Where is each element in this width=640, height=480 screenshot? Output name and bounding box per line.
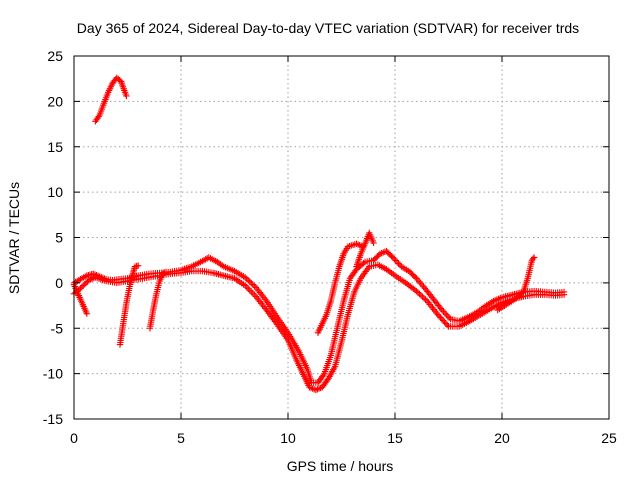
axis-ticks: 0 5 10 15 20 25 -15 -10 -5 0 5 10 15 20 25 bbox=[43, 48, 617, 446]
data-point bbox=[443, 321, 451, 329]
data-point bbox=[438, 306, 446, 314]
x-tick-label: 25 bbox=[601, 430, 617, 446]
data-point bbox=[162, 268, 170, 276]
y-tick-label: 25 bbox=[47, 48, 63, 64]
data-point bbox=[320, 371, 327, 379]
data-point bbox=[370, 239, 377, 247]
y-tick-label: 0 bbox=[55, 275, 63, 291]
x-tick-label: 5 bbox=[177, 430, 185, 446]
series-spur-12 bbox=[314, 240, 367, 336]
data-point bbox=[444, 312, 451, 320]
series-early-arc bbox=[92, 74, 130, 125]
series-dip-early bbox=[70, 281, 91, 317]
data-point bbox=[242, 282, 249, 289]
data-point bbox=[389, 254, 397, 261]
series-ramp-2 bbox=[146, 268, 170, 332]
y-tick-label: 20 bbox=[47, 93, 63, 109]
data-point bbox=[246, 278, 253, 285]
y-tick-label: -15 bbox=[43, 411, 63, 427]
data-point bbox=[416, 290, 423, 298]
x-tick-label: 10 bbox=[280, 430, 296, 446]
data-point bbox=[315, 385, 323, 392]
series-spur-13-14 bbox=[353, 229, 377, 270]
data-point bbox=[123, 92, 130, 100]
data-point bbox=[82, 279, 90, 287]
data-point bbox=[80, 282, 87, 289]
series-ramp-1 bbox=[116, 262, 142, 348]
data-point bbox=[83, 310, 91, 317]
x-tick-label: 15 bbox=[387, 430, 403, 446]
chart-title: Day 365 of 2024, Sidereal Day-to-day VTE… bbox=[77, 20, 579, 36]
data-point bbox=[246, 287, 253, 294]
y-tick-label: 5 bbox=[55, 230, 63, 246]
data-point bbox=[393, 258, 401, 266]
data-point bbox=[248, 279, 255, 287]
data-point bbox=[245, 277, 252, 284]
x-tick-label: 0 bbox=[70, 430, 78, 446]
data-point bbox=[248, 288, 255, 296]
data-point bbox=[249, 281, 257, 288]
data-point bbox=[388, 252, 395, 260]
y-axis-label: SDTVAR / TECUs bbox=[6, 182, 22, 294]
data-point bbox=[422, 296, 429, 303]
data-point bbox=[530, 254, 538, 261]
data-point bbox=[441, 309, 449, 317]
x-tick-label: 20 bbox=[494, 430, 510, 446]
data-point bbox=[440, 308, 447, 315]
y-tick-label: 10 bbox=[47, 184, 63, 200]
series-late-rise bbox=[494, 254, 538, 314]
data-point bbox=[413, 287, 420, 295]
data-point bbox=[392, 257, 399, 264]
data-point bbox=[243, 283, 250, 291]
data-point bbox=[251, 291, 258, 299]
data-point bbox=[309, 385, 316, 392]
data-point bbox=[395, 260, 402, 267]
x-axis-label: GPS time / hours bbox=[287, 458, 394, 474]
data-point bbox=[529, 255, 537, 263]
data-point bbox=[411, 273, 419, 281]
y-tick-label: -5 bbox=[51, 320, 64, 336]
y-tick-label: -10 bbox=[43, 366, 63, 382]
data-point bbox=[135, 262, 142, 269]
data-point bbox=[391, 255, 398, 263]
data-point bbox=[416, 278, 423, 285]
data-point bbox=[417, 280, 424, 287]
data-point bbox=[443, 311, 450, 318]
data-point bbox=[242, 274, 249, 281]
data-point bbox=[414, 289, 422, 296]
data-point bbox=[251, 282, 258, 290]
data-point bbox=[78, 283, 86, 291]
data-point bbox=[419, 293, 426, 300]
data-point bbox=[245, 285, 252, 292]
data-point bbox=[560, 291, 568, 298]
grid bbox=[74, 56, 609, 419]
data-point bbox=[417, 292, 425, 299]
data-point bbox=[420, 294, 428, 302]
data-marks bbox=[70, 74, 568, 394]
data-point bbox=[446, 314, 453, 321]
data-point bbox=[249, 290, 257, 297]
data-point bbox=[81, 281, 88, 288]
series-main-upper bbox=[70, 247, 568, 386]
data-point bbox=[360, 260, 367, 267]
data-point bbox=[418, 281, 426, 289]
y-tick-label: 15 bbox=[47, 139, 63, 155]
data-point bbox=[243, 275, 250, 283]
